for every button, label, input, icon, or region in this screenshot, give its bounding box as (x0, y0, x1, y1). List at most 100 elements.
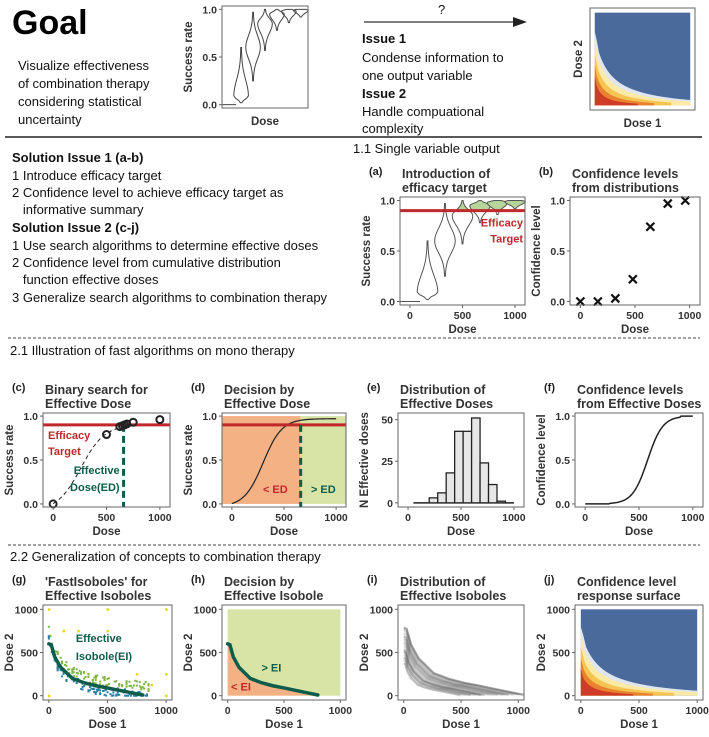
effective-dose-label: Effective (74, 465, 120, 477)
sample-point (80, 688, 83, 691)
sample-point (127, 694, 130, 697)
x-tick-label: 1000 (502, 512, 526, 524)
confidence-contour (594, 54, 672, 106)
sample-point (61, 675, 64, 678)
isobole-sample (403, 635, 510, 696)
sample-point (135, 684, 138, 687)
panel-title: efficacy target (402, 181, 488, 195)
violin-above-target (504, 200, 525, 209)
goal-line: of combination therapy (18, 76, 150, 91)
x-axis-label: Dose (448, 324, 476, 336)
sample-point (143, 687, 146, 690)
isobole-sample (403, 646, 491, 697)
x-tick-label: 500 (452, 512, 470, 524)
sample-point (91, 678, 94, 681)
confidence-contour (594, 41, 691, 106)
data-point-x (575, 296, 586, 307)
violin (281, 8, 297, 24)
plot-area (594, 12, 691, 106)
sample-point (68, 672, 71, 675)
sample-point (47, 637, 50, 640)
panel-goal_violin: 0.0 0.5 1.0 Dose Success rate (183, 4, 309, 128)
y-tick-label: 0.5 (202, 455, 217, 467)
below-ed-label: < ED (263, 484, 288, 496)
effective-isobole (47, 642, 145, 697)
x-tick-label: 500 (98, 512, 116, 524)
below-ei-label: < EI (231, 682, 251, 694)
isobole-sample (403, 627, 524, 696)
efficacy-target-label: Efficacy (481, 218, 524, 230)
isobole-sample (403, 656, 472, 697)
histogram-bar (496, 500, 507, 504)
solution-line: 2 Confidence level from cumulative distr… (12, 255, 281, 270)
sample-point (165, 694, 168, 698)
data-point-x (662, 198, 673, 209)
y-tick-label: 500 (375, 648, 393, 660)
y-tick-label: 0 (387, 691, 393, 703)
y-tick-label: 1.0 (202, 4, 217, 16)
confidence-contour (580, 647, 674, 696)
sample-point (71, 672, 74, 675)
sample-point (116, 691, 119, 694)
isobole-sample (403, 649, 484, 697)
sample-point (72, 668, 75, 671)
isobole-sample (403, 637, 506, 696)
sample-point (135, 680, 138, 683)
panel-c: Efficacy Target Effective Dose(ED) (c) Binary… (4, 382, 172, 538)
sample-point (87, 689, 90, 692)
isobole-sample (403, 642, 498, 696)
efficacy-target-label: Efficacy (48, 430, 91, 442)
histogram-bar (428, 497, 439, 504)
sample-point (47, 625, 50, 628)
sample-point (140, 686, 143, 689)
y-tick-label: 1000 (547, 604, 571, 616)
plot-area: Efficacy Target Effective Dose(ED) (43, 415, 170, 509)
violin (504, 200, 526, 210)
x-tick-label: 0 (405, 512, 411, 524)
effective-isobole-label: Isobole(EI) (76, 651, 133, 663)
x-tick-label: 1000 (507, 705, 531, 717)
isobole-sample (403, 656, 471, 697)
histogram-bar (437, 492, 447, 504)
sample-point (83, 677, 86, 680)
isobole-sample (403, 626, 525, 696)
violin (469, 200, 491, 224)
x-tick-label: 0 (401, 705, 407, 717)
search-point (102, 430, 111, 440)
sample-point (112, 694, 115, 697)
sample-point (115, 693, 118, 696)
isobole-sample (403, 635, 509, 696)
panel-title: from distributions (572, 181, 679, 195)
x-tick-label: 1000 (686, 705, 709, 717)
sample-point (72, 671, 75, 674)
y-tick-label: 0 (32, 691, 38, 703)
violin-above-target (487, 200, 508, 211)
panel-title: Effective Doses (400, 397, 493, 411)
sample-point (90, 687, 93, 690)
x-tick-label: 1000 (329, 705, 353, 717)
plot-area (413, 417, 514, 504)
sample-point (147, 683, 150, 686)
isobole-sample (403, 650, 483, 697)
y-tick-label: 0.0 (23, 499, 38, 511)
sample-point (56, 652, 59, 655)
axes-frame (399, 196, 526, 306)
sample-point (105, 684, 108, 687)
violin (269, 8, 285, 31)
x-axis-label: Dose (447, 526, 475, 538)
panel-label: (e) (367, 382, 381, 394)
effective-isobole-label: Effective (76, 633, 122, 645)
y-axis-label: Success rate (183, 425, 195, 496)
y-tick-label: 1000 (194, 604, 218, 616)
x-axis-label: Dose 1 (620, 719, 658, 731)
isobole-sample (403, 639, 502, 696)
axes-frame (574, 412, 704, 508)
x-tick-label: 500 (99, 705, 117, 717)
sample-point (165, 673, 168, 676)
x-tick-label: 500 (275, 512, 293, 524)
sample-point (72, 666, 75, 669)
sample-point (141, 686, 144, 689)
isobole-sample (403, 641, 498, 696)
sample-point (112, 691, 115, 694)
